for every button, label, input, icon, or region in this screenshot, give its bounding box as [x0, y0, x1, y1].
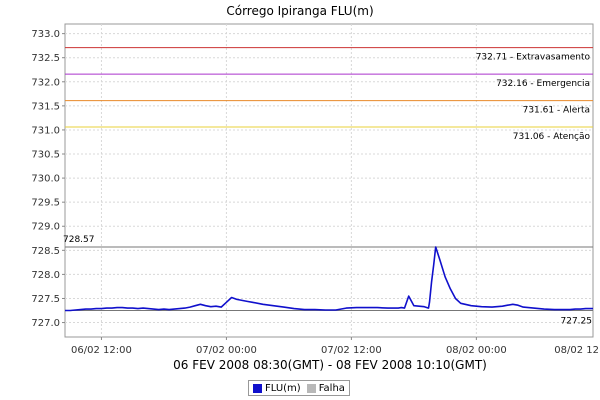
- plot-frame: [64, 23, 594, 338]
- threshold-label: 732.16 - Emergencia: [496, 79, 590, 89]
- y-tick-label: 728.0: [31, 270, 60, 281]
- y-tick-label: 731.5: [31, 101, 60, 112]
- legend: FLU(m) Falha: [248, 380, 350, 396]
- legend-swatch-flu: [253, 383, 262, 393]
- x-tick-label: 07/02 12:00: [321, 345, 382, 356]
- x-axis-label: 06 FEV 2008 08:30(GMT) - 08 FEV 2008 10:…: [173, 358, 487, 372]
- legend-label-falha: Falha: [318, 382, 345, 394]
- threshold-label: 732.71 - Extravasamento: [476, 53, 591, 63]
- x-tick-label: 08/02 12: [554, 345, 599, 356]
- y-tick-label: 730.5: [31, 150, 60, 161]
- y-tick-label: 731.0: [31, 125, 60, 136]
- threshold-label: 731.06 - Atenção: [513, 132, 591, 142]
- y-tick-label: 728.5: [31, 246, 60, 257]
- y-tick-label: 732.0: [31, 77, 60, 88]
- y-tick-label: 730.0: [31, 174, 60, 185]
- chart-title: Córrego Ipiranga FLU(m): [226, 4, 373, 18]
- marker-label: 727.25: [561, 317, 593, 327]
- x-tick-label: 06/02 12:00: [71, 345, 132, 356]
- y-tick-label: 732.5: [31, 53, 60, 64]
- y-tick-label: 729.5: [31, 198, 60, 209]
- plot-area: 727.0 727.5 728.0 728.5 729.0 729.5 730.0 730.5…: [31, 23, 599, 356]
- legend-label-flu: FLU(m): [265, 382, 301, 394]
- marker-label: 728.57: [63, 235, 95, 245]
- threshold-label: 731.61 - Alerta: [523, 106, 590, 116]
- legend-item-falha: Falha: [306, 382, 345, 394]
- y-tick-label: 733.0: [31, 29, 60, 40]
- x-tick-label: 08/02 00:00: [446, 345, 507, 356]
- y-tick-label: 727.5: [31, 294, 60, 305]
- series-line-flu: [65, 246, 593, 312]
- x-tick-label: 07/02 00:00: [196, 345, 257, 356]
- y-tick-label: 729.0: [31, 222, 60, 233]
- legend-swatch-falha: [306, 383, 316, 393]
- y-tick-label: 727.0: [31, 318, 60, 329]
- legend-item-flu: FLU(m): [253, 383, 301, 394]
